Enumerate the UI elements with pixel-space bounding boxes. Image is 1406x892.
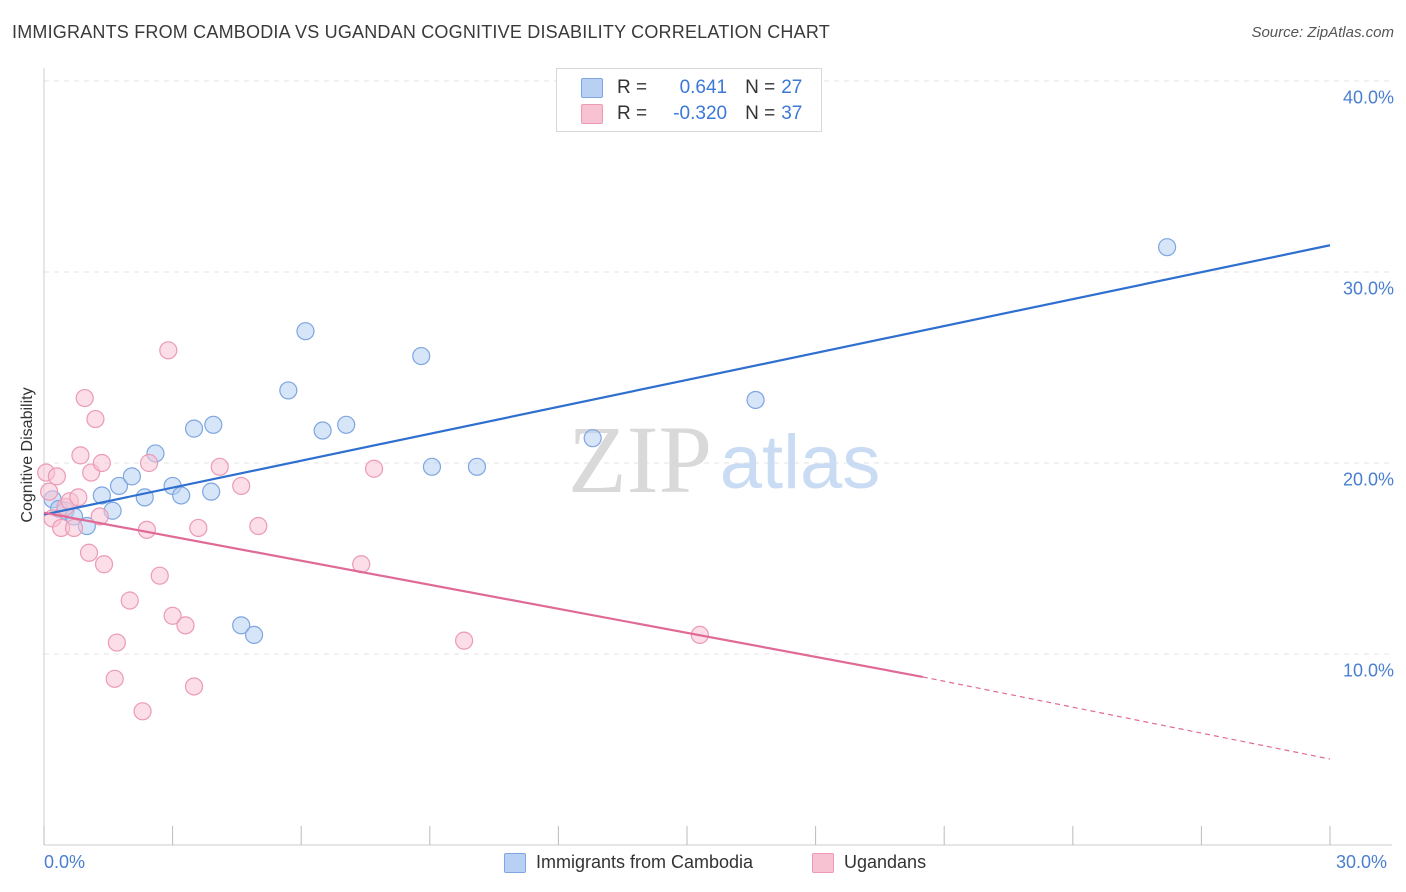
ugandan-point bbox=[133, 702, 152, 721]
y-tick-label-20: 20.0% bbox=[1342, 469, 1394, 490]
ugandan-point bbox=[71, 446, 90, 465]
ugandan-point bbox=[139, 453, 159, 473]
legend-n-value: 27 bbox=[781, 77, 803, 98]
y-tick-label-40: 40.0% bbox=[1342, 87, 1394, 108]
legend-r-value: -0.320 bbox=[673, 103, 728, 124]
cambodia-point bbox=[412, 346, 431, 366]
cambodia-swatch bbox=[581, 78, 603, 98]
legend-r-label: R = bbox=[617, 77, 648, 98]
legend-n-label: N = bbox=[745, 77, 776, 98]
ugandan-point bbox=[120, 591, 139, 610]
ugandan-point bbox=[86, 409, 105, 429]
ugandan-point bbox=[69, 488, 88, 507]
legend-row-cambodia: R = 0.641 N = 27 bbox=[581, 76, 802, 100]
ugandan-point bbox=[150, 566, 169, 585]
ugandan-trend-line bbox=[43, 511, 923, 679]
cambodia-point bbox=[92, 486, 111, 505]
cambodia-point bbox=[232, 616, 251, 635]
legend-r-label: R = bbox=[617, 103, 648, 124]
ugandan-point bbox=[107, 633, 126, 652]
cambodia-legend-label: Immigrants from Cambodia bbox=[536, 852, 754, 872]
correlation-legend: R = 0.641 N = 27 R = -0.320 N = 37 bbox=[556, 68, 822, 132]
legend-n-value: 37 bbox=[781, 103, 803, 124]
cambodia-point bbox=[109, 476, 129, 496]
cambodia-point bbox=[122, 467, 141, 486]
cambodia-point bbox=[746, 390, 765, 410]
ugandans-legend-label: Ugandans bbox=[844, 852, 927, 872]
ugandan-point bbox=[159, 341, 178, 360]
cambodia-point bbox=[313, 421, 332, 440]
ugandan-point bbox=[176, 616, 195, 635]
ugandan-point bbox=[79, 543, 99, 562]
watermark-zip: ZIP bbox=[568, 406, 712, 513]
cambodia-point bbox=[172, 486, 191, 505]
source-label: Source: ZipAtlas.com bbox=[1251, 24, 1394, 41]
cambodia-point bbox=[244, 625, 264, 645]
ugandan-point bbox=[249, 516, 268, 536]
ugandan-point bbox=[92, 453, 111, 473]
legend-n-label: N = bbox=[745, 103, 776, 124]
ugandan-point bbox=[364, 459, 384, 478]
bottom-legend-cambodia: Immigrants from Cambodia bbox=[504, 852, 753, 873]
ugandan-point bbox=[232, 476, 251, 496]
cambodia-point bbox=[296, 322, 315, 341]
y-tick-label-30: 30.0% bbox=[1342, 278, 1394, 299]
legend-r-value: 0.641 bbox=[679, 77, 728, 98]
cambodia-point bbox=[279, 381, 298, 400]
ugandan-point bbox=[210, 457, 229, 476]
y-tick-label-10: 10.0% bbox=[1342, 660, 1394, 681]
ugandan-trend-extension bbox=[922, 676, 1331, 760]
cambodia-point bbox=[184, 419, 204, 438]
cambodia-point bbox=[204, 415, 223, 434]
cambodia-point bbox=[422, 457, 442, 476]
watermark-atlas: atlas bbox=[720, 420, 881, 505]
cambodia-point bbox=[1158, 238, 1177, 257]
ugandan-point bbox=[105, 669, 124, 688]
cambodia-point bbox=[202, 482, 221, 501]
legend-row-ugandans: R = -0.320 N = 37 bbox=[581, 102, 802, 126]
cambodia-legend-swatch bbox=[504, 852, 526, 873]
ugandan-point bbox=[40, 482, 59, 501]
ugandan-point bbox=[75, 388, 94, 408]
ugandan-point bbox=[94, 555, 114, 574]
ugandan-point bbox=[163, 606, 182, 625]
ugandan-point bbox=[90, 507, 109, 526]
bottom-legend-ugandans: Ugandans bbox=[812, 852, 926, 873]
x-tick-label-max: 30.0% bbox=[1336, 852, 1388, 872]
ugandan-point bbox=[47, 467, 66, 486]
ugandan-point bbox=[64, 518, 84, 538]
cambodia-point bbox=[583, 429, 602, 448]
ugandan-point bbox=[454, 631, 474, 650]
ugandan-point bbox=[184, 677, 204, 696]
chart-title: IMMIGRANTS FROM CAMBODIA VS UGANDAN COGN… bbox=[12, 22, 830, 42]
cambodia-point bbox=[337, 415, 356, 434]
cambodia-trend-line bbox=[43, 244, 1331, 516]
cambodia-point bbox=[467, 457, 487, 476]
ugandans-legend-swatch bbox=[812, 852, 834, 873]
ugandans-swatch bbox=[581, 104, 603, 124]
x-tick-label-min: 0.0% bbox=[44, 852, 86, 872]
ugandan-point bbox=[189, 518, 208, 538]
